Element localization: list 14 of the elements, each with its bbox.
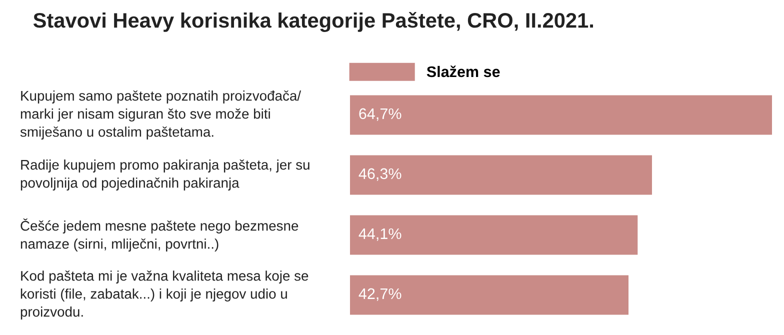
y-tick-label: Češće jedem mesne paštete nego bezmesne namaze (sirni, mliječni, povrtni..) bbox=[20, 218, 298, 252]
y-tick-label: Kupujem samo paštete poznatih proizvođača/ marki jer nisam siguran što sve može biti smiješano u ostalim paštetama. bbox=[20, 90, 302, 140]
bar bbox=[350, 215, 638, 255]
legend-label: Slažem se bbox=[426, 66, 500, 78]
y-tick-label: Radije kupujem promo pakiranja pašteta, jer su povoljnija od pojedinačnih pakiranja bbox=[20, 159, 310, 191]
data-label: 42,7% bbox=[358, 288, 402, 301]
data-label: 44,1% bbox=[358, 228, 402, 241]
data-label: 64,7% bbox=[359, 108, 402, 121]
bar bbox=[350, 155, 652, 195]
bar bbox=[350, 95, 772, 135]
data-label: 46,3% bbox=[358, 168, 402, 181]
bar bbox=[350, 275, 629, 315]
chart-title: Stavovi Heavy korisnika kategorije Paštete, CRO, II.2021. bbox=[33, 12, 593, 32]
y-tick-label: Kod pašteta mi je važna kvaliteta mesa koje se koristi (file, zabatak...) i koji je njegov udio u proizvodu. bbox=[20, 270, 308, 320]
